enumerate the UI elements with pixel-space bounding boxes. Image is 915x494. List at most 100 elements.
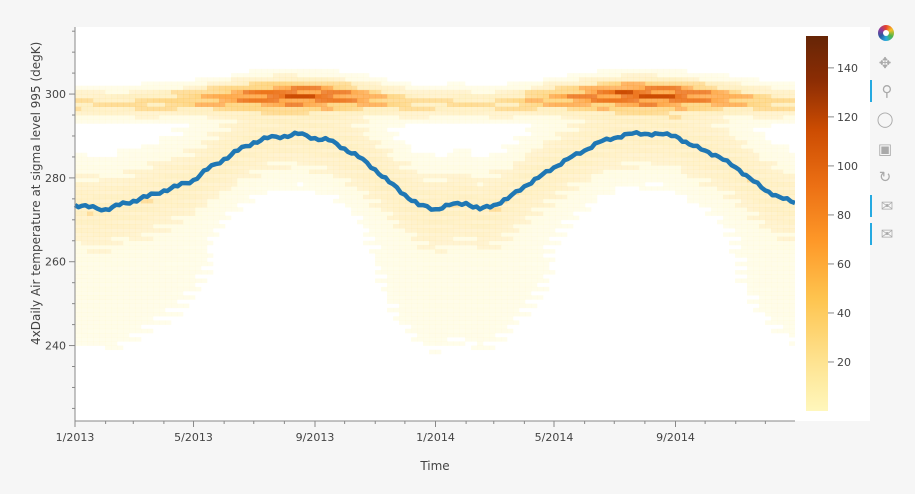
heatmap-cell — [429, 203, 436, 208]
heatmap-cell — [129, 94, 136, 99]
heatmap-cell — [717, 98, 724, 103]
heatmap-cell — [639, 186, 646, 191]
heatmap-cell — [153, 98, 160, 103]
heatmap-cell — [585, 77, 592, 82]
heatmap-cell — [159, 186, 166, 191]
heatmap-cell — [411, 106, 418, 112]
heatmap-cell — [93, 161, 100, 166]
heatmap-cell — [771, 203, 778, 208]
heatmap-cell — [561, 182, 568, 187]
heatmap-cell — [189, 98, 196, 103]
heatmap-cell — [81, 194, 88, 200]
heatmap-cell — [663, 161, 670, 166]
heatmap-cell — [489, 152, 496, 158]
heatmap-cell — [423, 286, 430, 292]
heatmap-cell — [693, 177, 700, 183]
heatmap-cell — [513, 194, 520, 200]
heatmap-cell — [171, 240, 178, 246]
heatmap-cell — [159, 228, 166, 233]
heatmap-cell — [663, 119, 670, 124]
heatmap-cell — [423, 119, 430, 124]
heatmap-cell — [579, 85, 586, 91]
heatmap-cell — [357, 135, 364, 141]
heatmap-cell — [453, 81, 460, 86]
heatmap-cell — [111, 303, 118, 309]
heatmap-cell — [747, 77, 754, 82]
heatmap-cell — [489, 232, 496, 237]
heatmap-cell — [531, 110, 538, 116]
heatmap-cell — [675, 152, 682, 158]
heatmap-cell — [519, 194, 526, 200]
heatmap-cell — [543, 278, 550, 283]
heatmap-cell — [159, 270, 166, 275]
heatmap-cell — [207, 177, 214, 183]
heatmap-cell — [351, 203, 358, 208]
heatmap-cell — [105, 299, 112, 304]
heatmap-cell — [573, 127, 580, 133]
heatmap-cell — [441, 253, 448, 258]
heatmap-cell — [639, 123, 646, 128]
heatmap-cell — [225, 77, 232, 82]
heatmap-cell — [123, 215, 130, 221]
heatmap-cell — [411, 102, 418, 107]
heatmap-cell — [507, 169, 514, 174]
heatmap-cell — [81, 291, 88, 296]
heatmap-cell — [597, 102, 604, 107]
heatmap-cell — [327, 173, 334, 179]
heatmap-cell — [453, 119, 460, 124]
heatmap-cell — [393, 265, 400, 271]
heatmap-cell — [591, 94, 598, 99]
heatmap-cell — [735, 148, 742, 154]
heatmap-cell — [525, 203, 532, 208]
heatmap-cell — [81, 253, 88, 258]
heatmap-cell — [621, 98, 628, 103]
heatmap-cell — [171, 161, 178, 166]
heatmap-cell — [243, 106, 250, 112]
heatmap-cell — [525, 224, 532, 229]
heatmap-cell — [105, 182, 112, 187]
heatmap-cell — [549, 224, 556, 229]
heatmap-cell — [303, 186, 310, 191]
heatmap-cell — [495, 270, 502, 275]
heatmap-cell — [555, 156, 562, 162]
heatmap-cell — [681, 106, 688, 112]
heatmap-cell — [369, 211, 376, 216]
heatmap-cell — [537, 123, 544, 128]
heatmap-cell — [765, 215, 772, 221]
heatmap-cell — [435, 349, 442, 355]
heatmap-cell — [729, 127, 736, 133]
heatmap-cell — [393, 261, 400, 267]
heatmap-cell — [351, 123, 358, 128]
heatmap-cell — [129, 119, 136, 124]
heatmap-cell — [423, 194, 430, 200]
heatmap-cell — [681, 173, 688, 179]
heatmap-cell — [729, 131, 736, 137]
heatmap-cell — [561, 144, 568, 149]
heatmap-cell — [675, 177, 682, 183]
heatmap-cell — [105, 194, 112, 200]
heatmap-cell — [471, 219, 478, 225]
heatmap-cell — [93, 232, 100, 237]
heatmap-cell — [531, 173, 538, 179]
heatmap-cell — [735, 182, 742, 187]
heatmap-cell — [261, 127, 268, 133]
heatmap-cell — [453, 211, 460, 216]
heatmap-cell — [693, 102, 700, 107]
heatmap-cell — [759, 94, 766, 99]
heatmap-cell — [231, 177, 238, 183]
heatmap-cell — [633, 123, 640, 128]
heatmap-cell — [429, 274, 436, 279]
heatmap-cell — [291, 77, 298, 82]
heatmap-cell — [741, 240, 748, 246]
heatmap-cell — [195, 249, 202, 254]
heatmap-cell — [669, 119, 676, 124]
heatmap-cell — [423, 312, 430, 317]
heatmap-cell — [219, 173, 226, 179]
heatmap-cell — [111, 119, 118, 124]
heatmap-cell — [459, 85, 466, 91]
heatmap-cell — [267, 102, 274, 107]
heatmap-cell — [87, 182, 94, 187]
heatmap-cell — [411, 257, 418, 263]
heatmap-cell — [435, 236, 442, 242]
heatmap-cell — [525, 161, 532, 166]
